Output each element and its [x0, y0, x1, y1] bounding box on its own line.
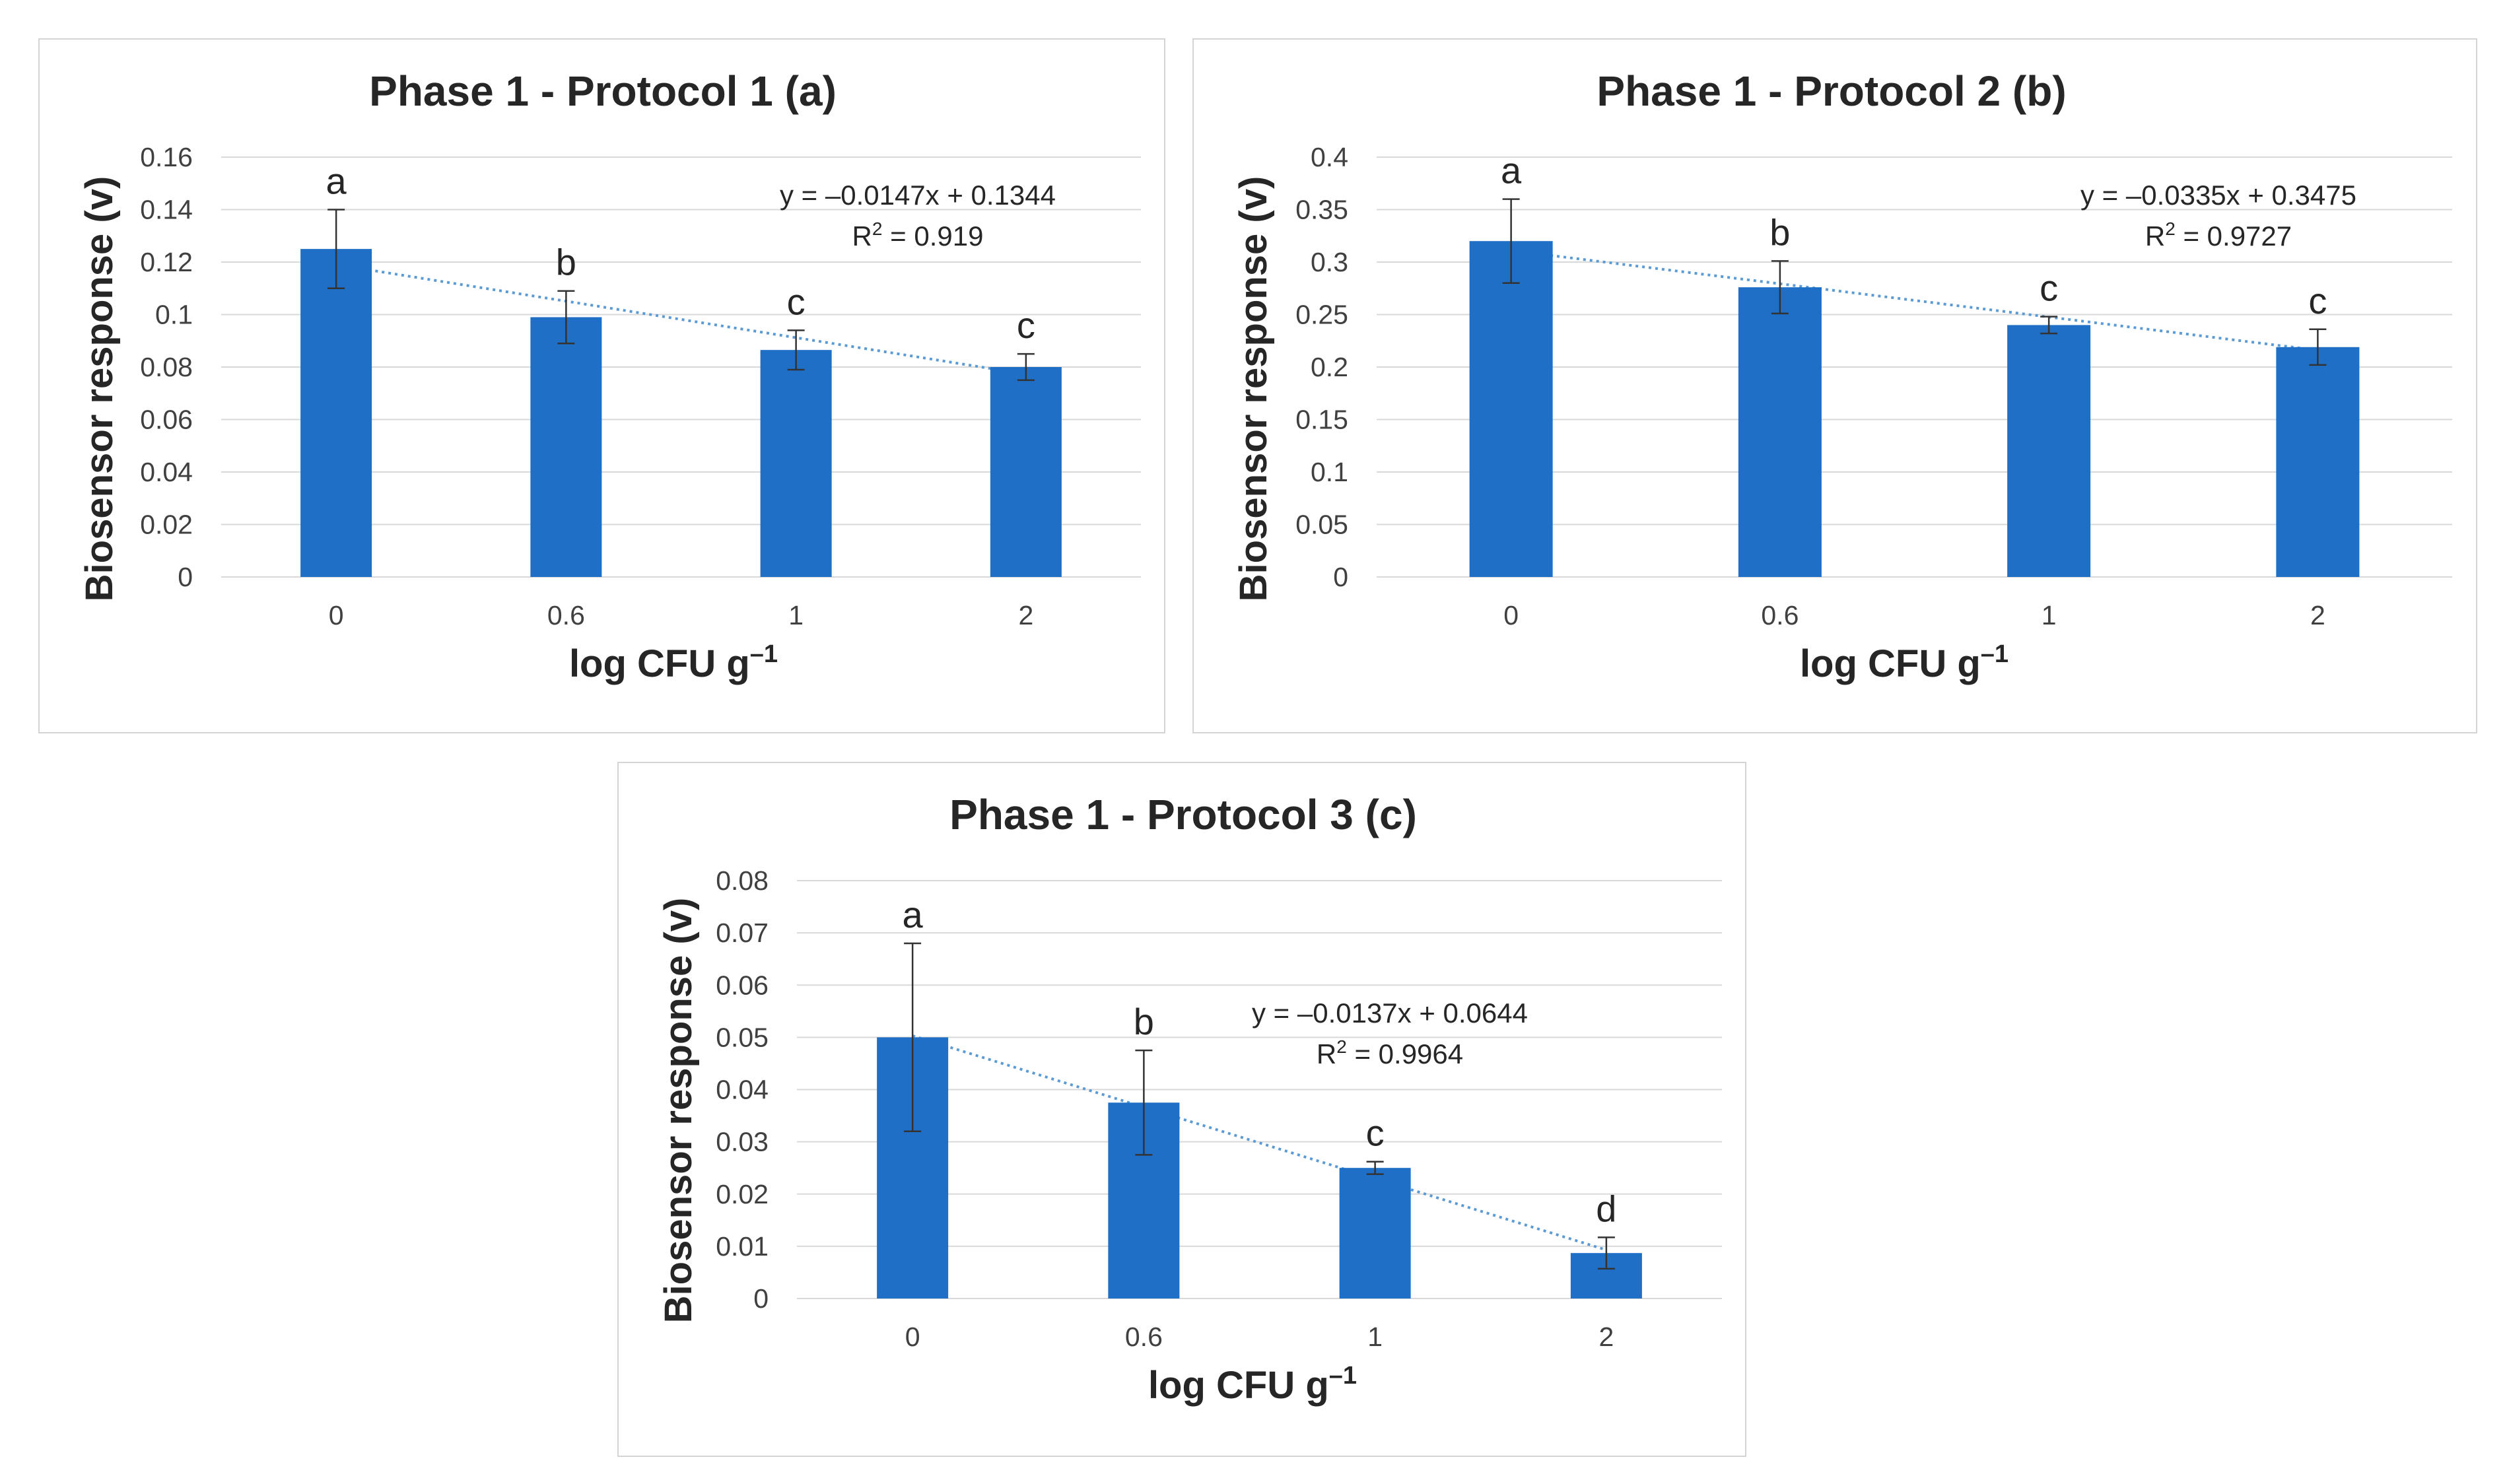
y-tick-label: 0: [1333, 562, 1348, 592]
significance-letter: d: [1596, 1188, 1616, 1229]
trendline: [912, 1034, 1607, 1252]
y-axis-label: Biosensor response (v): [78, 176, 121, 602]
x-tick-label: 0: [905, 1322, 920, 1352]
significance-letter: b: [1769, 211, 1790, 253]
bar: [760, 350, 832, 577]
y-tick-label: 0: [178, 562, 193, 592]
y-tick-label: 0.4: [1311, 142, 1348, 172]
significance-letter: c: [2040, 267, 2058, 309]
significance-letter: c: [1366, 1112, 1385, 1154]
y-tick-label: 0.16: [140, 142, 193, 172]
bar: [990, 367, 1062, 577]
significance-letter: b: [1134, 1001, 1154, 1042]
trendline-equation: y = –0.0335x + 0.3475: [2080, 180, 2356, 211]
x-tick-label: 1: [1367, 1322, 1383, 1352]
x-axis-label: log CFU g–1: [1800, 640, 2009, 685]
x-tick-label: 0.6: [1125, 1322, 1163, 1352]
y-tick-label: 0.2: [1311, 352, 1348, 382]
x-tick-label: 0: [329, 600, 344, 630]
x-axis-label: log CFU g–1: [1148, 1362, 1357, 1407]
x-tick-label: 1: [2042, 600, 2057, 630]
significance-letter: c: [787, 281, 806, 322]
chart-title: Phase 1 - Protocol 2 (b): [1597, 67, 2066, 115]
y-axis-label: Biosensor response (v): [1232, 176, 1275, 602]
significance-letter: c: [2308, 280, 2327, 321]
chart-panel-b: Phase 1 - Protocol 2 (b) 0 0.05 0.1 0.15 0.2…: [1192, 38, 2477, 733]
y-tick-label: 0.02: [140, 510, 193, 540]
chart-b: Phase 1 - Protocol 2 (b) 0 0.05 0.1 0.15 0.2…: [1232, 67, 2452, 685]
y-tick-label: 0.35: [1295, 195, 1348, 225]
y-axis-label: Biosensor response (v): [657, 898, 700, 1324]
bar: [530, 317, 602, 577]
chart-title: Phase 1 - Protocol 1 (a): [369, 67, 837, 115]
trendline-r2: R2 = 0.9727: [2145, 219, 2292, 252]
significance-letter: b: [556, 242, 576, 283]
trendline: [1511, 249, 2318, 352]
trendline-equation: y = –0.0137x + 0.0644: [1252, 997, 1528, 1029]
x-tick-label: 0.6: [547, 600, 585, 630]
x-tick-label: 1: [788, 600, 804, 630]
y-tick-label: 0.08: [140, 352, 193, 382]
y-tick-label: 0.01: [716, 1231, 769, 1262]
y-tick-label: 0.04: [140, 457, 193, 487]
trendline-r2: R2 = 0.9964: [1317, 1036, 1463, 1069]
y-tick-label: 0.14: [140, 195, 193, 225]
trendline-r2: R2 = 0.919: [852, 219, 984, 252]
significance-letter: a: [326, 160, 347, 202]
y-tick-label: 0.1: [1311, 457, 1348, 487]
y-tick-label: 0.06: [716, 970, 769, 1000]
x-tick-label: 2: [2310, 600, 2325, 630]
y-tick-label: 0.12: [140, 247, 193, 277]
chart-title: Phase 1 - Protocol 3 (c): [949, 791, 1417, 838]
y-tick-label: 0.05: [1295, 510, 1348, 540]
y-tick-label: 0.05: [716, 1022, 769, 1052]
chart-a: Phase 1 - Protocol 1 (a) 0 0.02 0.04 0.06 0.…: [78, 67, 1141, 685]
bar: [300, 249, 372, 577]
y-tick-label: 0.3: [1311, 247, 1348, 277]
bar: [1469, 241, 1553, 577]
x-tick-label: 0.6: [1761, 600, 1799, 630]
y-tick-label: 0.06: [140, 405, 193, 435]
significance-letter: a: [1501, 150, 1522, 191]
y-tick-label: 0.04: [716, 1075, 769, 1105]
significance-letter: a: [903, 894, 924, 935]
x-axis-label: log CFU g–1: [569, 640, 778, 685]
y-tick-label: 0.03: [716, 1127, 769, 1157]
y-tick-label: 0.15: [1295, 405, 1348, 435]
trendline: [335, 263, 1027, 376]
chart-c: Phase 1 - Protocol 3 (c) 0 0.01 0.02 0.03 0.…: [657, 791, 1722, 1407]
y-tick-label: 0.02: [716, 1179, 769, 1209]
chart-panel-a: Phase 1 - Protocol 1 (a) 0 0.02 0.04 0.06 0.…: [38, 38, 1165, 733]
x-tick-label: 2: [1598, 1322, 1614, 1352]
y-tick-label: 0.1: [155, 300, 193, 330]
y-tick-label: 0: [753, 1283, 769, 1314]
bar: [2276, 347, 2360, 577]
x-tick-label: 0: [1503, 600, 1519, 630]
trendline-equation: y = –0.0147x + 0.1344: [780, 180, 1056, 211]
y-tick-label: 0.08: [716, 865, 769, 896]
x-tick-label: 2: [1018, 600, 1033, 630]
chart-panel-c: Phase 1 - Protocol 3 (c) 0 0.01 0.02 0.03 0.…: [617, 762, 1746, 1457]
significance-letter: c: [1017, 304, 1035, 346]
bar: [1339, 1168, 1411, 1298]
bar: [1738, 287, 1822, 577]
y-tick-label: 0.25: [1295, 300, 1348, 330]
y-tick-label: 0.07: [716, 918, 769, 948]
bar: [2007, 325, 2091, 577]
